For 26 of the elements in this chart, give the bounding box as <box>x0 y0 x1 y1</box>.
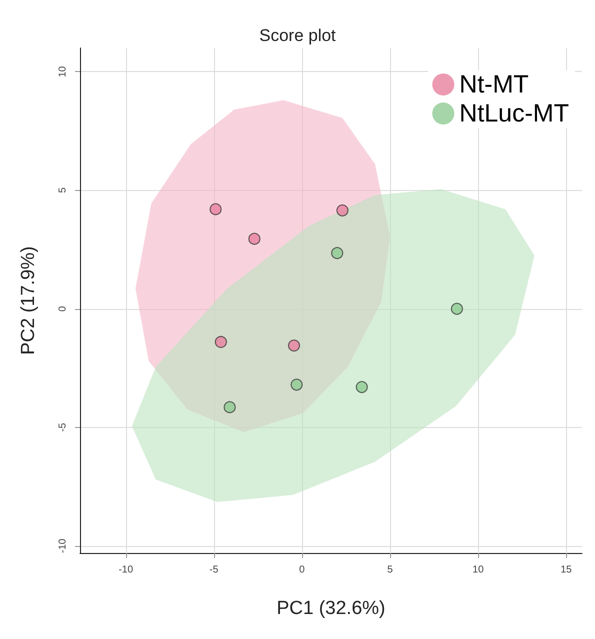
point <box>331 247 344 260</box>
x-tick-label: 5 <box>387 564 394 576</box>
point <box>210 203 222 216</box>
y-tick-label: 10 <box>58 66 68 78</box>
point <box>290 378 303 391</box>
point <box>248 232 260 245</box>
point <box>450 302 463 315</box>
y-tick-label: -5 <box>58 422 68 432</box>
x-tick-label: -5 <box>209 564 219 576</box>
x-tick-label: 0 <box>299 564 306 576</box>
legend-label: Nt-MT <box>459 70 529 98</box>
legend-label: NtLuc-MT <box>459 100 570 128</box>
point <box>224 401 236 414</box>
chart-title: Score plot <box>259 26 336 45</box>
point <box>356 381 368 394</box>
point <box>214 336 227 348</box>
x-axis-title: PC1 (32.6%) <box>276 598 386 619</box>
x-tick-label: -10 <box>118 564 134 576</box>
y-tick-label: 0 <box>58 306 68 312</box>
y-axis-title: PC2 (17.9%) <box>18 246 39 355</box>
x-tick-label: 10 <box>472 564 484 576</box>
y-tick-label: -10 <box>58 538 68 554</box>
point <box>288 340 300 352</box>
x-tick-label: 15 <box>560 564 572 576</box>
y-tick-label: 5 <box>58 187 68 194</box>
point <box>336 204 348 216</box>
